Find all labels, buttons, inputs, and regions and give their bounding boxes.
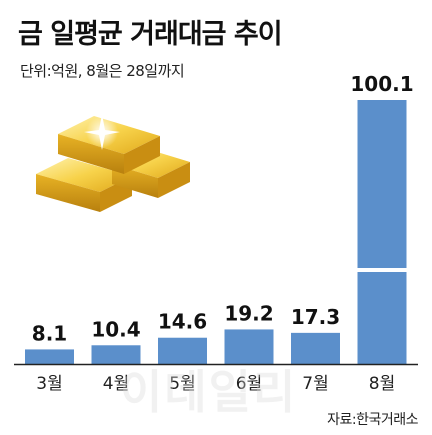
value-label: 10.4 bbox=[91, 317, 140, 341]
bar-6월 bbox=[224, 329, 274, 364]
watermark: 이데일리 bbox=[120, 365, 298, 419]
bar-8월 bbox=[357, 100, 407, 364]
x-tick-label: 3월 bbox=[36, 374, 62, 394]
gold-bars-icon bbox=[36, 114, 190, 212]
x-tick-label: 7월 bbox=[302, 374, 328, 394]
chart-subtitle: 단위:억원, 8월은 28일까지 bbox=[20, 62, 185, 80]
value-label: 17.3 bbox=[291, 305, 340, 329]
x-tick-label: 5월 bbox=[169, 374, 195, 394]
value-label: 19.2 bbox=[224, 301, 273, 325]
chart-title: 금 일평균 거래대금 추이 bbox=[18, 19, 283, 50]
value-label: 8.1 bbox=[32, 321, 67, 345]
value-label: 14.6 bbox=[158, 310, 207, 334]
x-tick-label: 8월 bbox=[369, 374, 395, 394]
x-tick-label: 4월 bbox=[103, 374, 129, 394]
bar-3월 bbox=[25, 349, 74, 364]
bar-5월 bbox=[158, 337, 207, 364]
value-label: 100.1 bbox=[350, 72, 413, 96]
x-tick-label: 6월 bbox=[236, 374, 262, 394]
bar-4월 bbox=[91, 345, 141, 364]
source-note: 자료:한국거래소 bbox=[327, 412, 418, 428]
axis-break-mark bbox=[357, 268, 407, 272]
bar-7월 bbox=[291, 332, 340, 364]
